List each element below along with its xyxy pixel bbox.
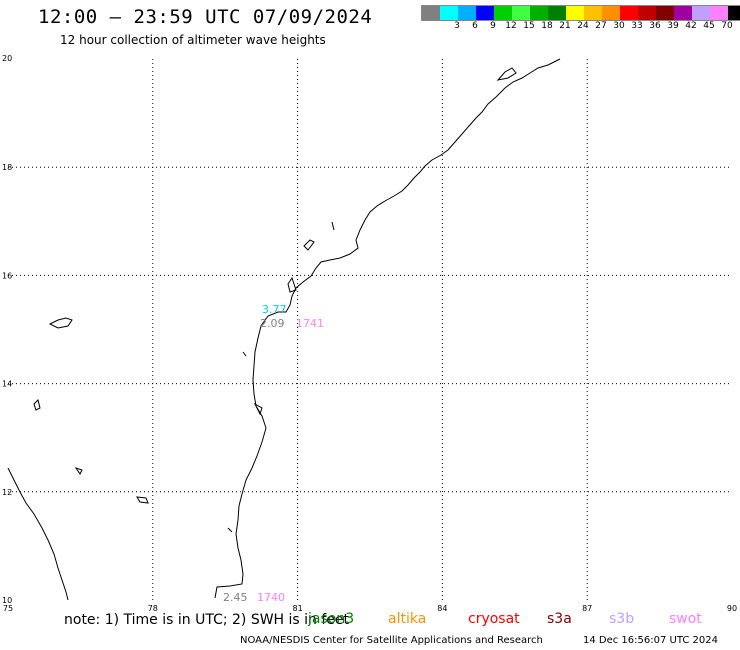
legend-swatches: [421, 5, 740, 21]
island-4: [136, 496, 149, 504]
legend-label: 33: [631, 21, 643, 31]
island-10: [242, 351, 247, 357]
wave-annotation: 2.09: [260, 317, 285, 330]
legend-swatch: [584, 6, 602, 20]
satellite-label: swot: [669, 611, 702, 627]
legend-label: 36: [649, 21, 661, 31]
legend-swatch: [422, 6, 440, 20]
y-tick-label: 10: [2, 596, 12, 605]
legend-swatch: [710, 6, 728, 20]
wave-annotation: 2.45: [223, 591, 248, 604]
map-grid: [8, 59, 732, 600]
x-tick-label: 87: [582, 604, 592, 613]
y-tick-label: 14: [2, 380, 12, 389]
legend-label: 18: [541, 21, 553, 31]
footer-note: note: 1) Time is in UTC; 2) SWH is in fe…: [64, 612, 350, 628]
wave-height-annotations: 3.772.09 1741 2.45 1740: [223, 303, 324, 604]
legend-label: 45: [703, 21, 715, 31]
y-tick-label: 16: [2, 271, 12, 280]
legend-swatch: [494, 6, 512, 20]
legend-swatch: [728, 6, 740, 20]
island-7: [496, 67, 517, 81]
legend-swatch: [476, 6, 494, 20]
legend-swatch: [458, 6, 476, 20]
godavari-delta: [287, 276, 297, 293]
map-title: 12:00 – 23:59 UTC 07/09/2024: [38, 6, 373, 28]
satellite-label: cryosat: [468, 611, 520, 627]
island-2: [33, 399, 41, 411]
island-9: [227, 527, 233, 533]
island-1: [48, 317, 73, 329]
island-5: [303, 239, 315, 251]
satellite-label: s3a: [547, 611, 572, 627]
axis-tick-labels: 75 78 81 84 87 90 20 18 16 14 12 10: [2, 54, 737, 613]
x-tick-label: 90: [727, 604, 737, 613]
sri-lanka-coast: [7, 467, 69, 601]
credit-timestamp: 14 Dec 16:56:07 UTC 2024: [583, 635, 718, 646]
legend-label: 24: [577, 21, 589, 31]
wave-annotation: 1740: [257, 591, 285, 604]
coastline: [7, 58, 561, 601]
legend-swatch: [692, 6, 710, 20]
legend-swatch: [548, 6, 566, 20]
legend-swatch: [656, 6, 674, 20]
legend-swatch: [530, 6, 548, 20]
legend-label: 9: [490, 21, 496, 31]
credit-text: NOAA/NESDIS Center for Satellite Applica…: [240, 635, 543, 646]
map-subtitle: 12 hour collection of altimeter wave hei…: [60, 33, 326, 47]
legend-label: 39: [667, 21, 679, 31]
x-tick-label: 75: [3, 604, 13, 613]
legend-label: 3: [454, 21, 460, 31]
x-tick-label: 84: [437, 604, 447, 613]
y-tick-label: 20: [2, 54, 12, 63]
legend-label: 27: [595, 21, 607, 31]
wave-annotation: 3.77: [262, 303, 287, 316]
legend-swatch: [620, 6, 638, 20]
island-6: [331, 221, 335, 231]
legend-label: 30: [613, 21, 625, 31]
legend-swatch: [512, 6, 530, 20]
legend-swatch: [674, 6, 692, 20]
legend-swatch: [602, 6, 620, 20]
satellite-label: altika: [388, 611, 427, 627]
legend-label: 6: [472, 21, 478, 31]
wave-annotation: 1741: [296, 317, 324, 330]
y-tick-label: 18: [2, 163, 12, 172]
y-tick-label: 12: [2, 488, 12, 497]
legend-swatch: [638, 6, 656, 20]
legend-label: 21: [559, 21, 571, 31]
x-tick-label: 81: [293, 604, 303, 613]
island-3: [74, 467, 83, 475]
satellite-label: jason3: [308, 611, 355, 627]
legend-swatch: [566, 6, 584, 20]
island-8: [253, 402, 263, 416]
legend-swatch: [440, 6, 458, 20]
satellite-label: s3b: [609, 611, 635, 627]
x-tick-label: 78: [148, 604, 158, 613]
legend-label: 42: [685, 21, 697, 31]
india-east-coast: [214, 58, 561, 599]
legend-label: 15: [523, 21, 535, 31]
legend-label: 12: [505, 21, 517, 31]
legend-label: 70: [721, 21, 733, 31]
